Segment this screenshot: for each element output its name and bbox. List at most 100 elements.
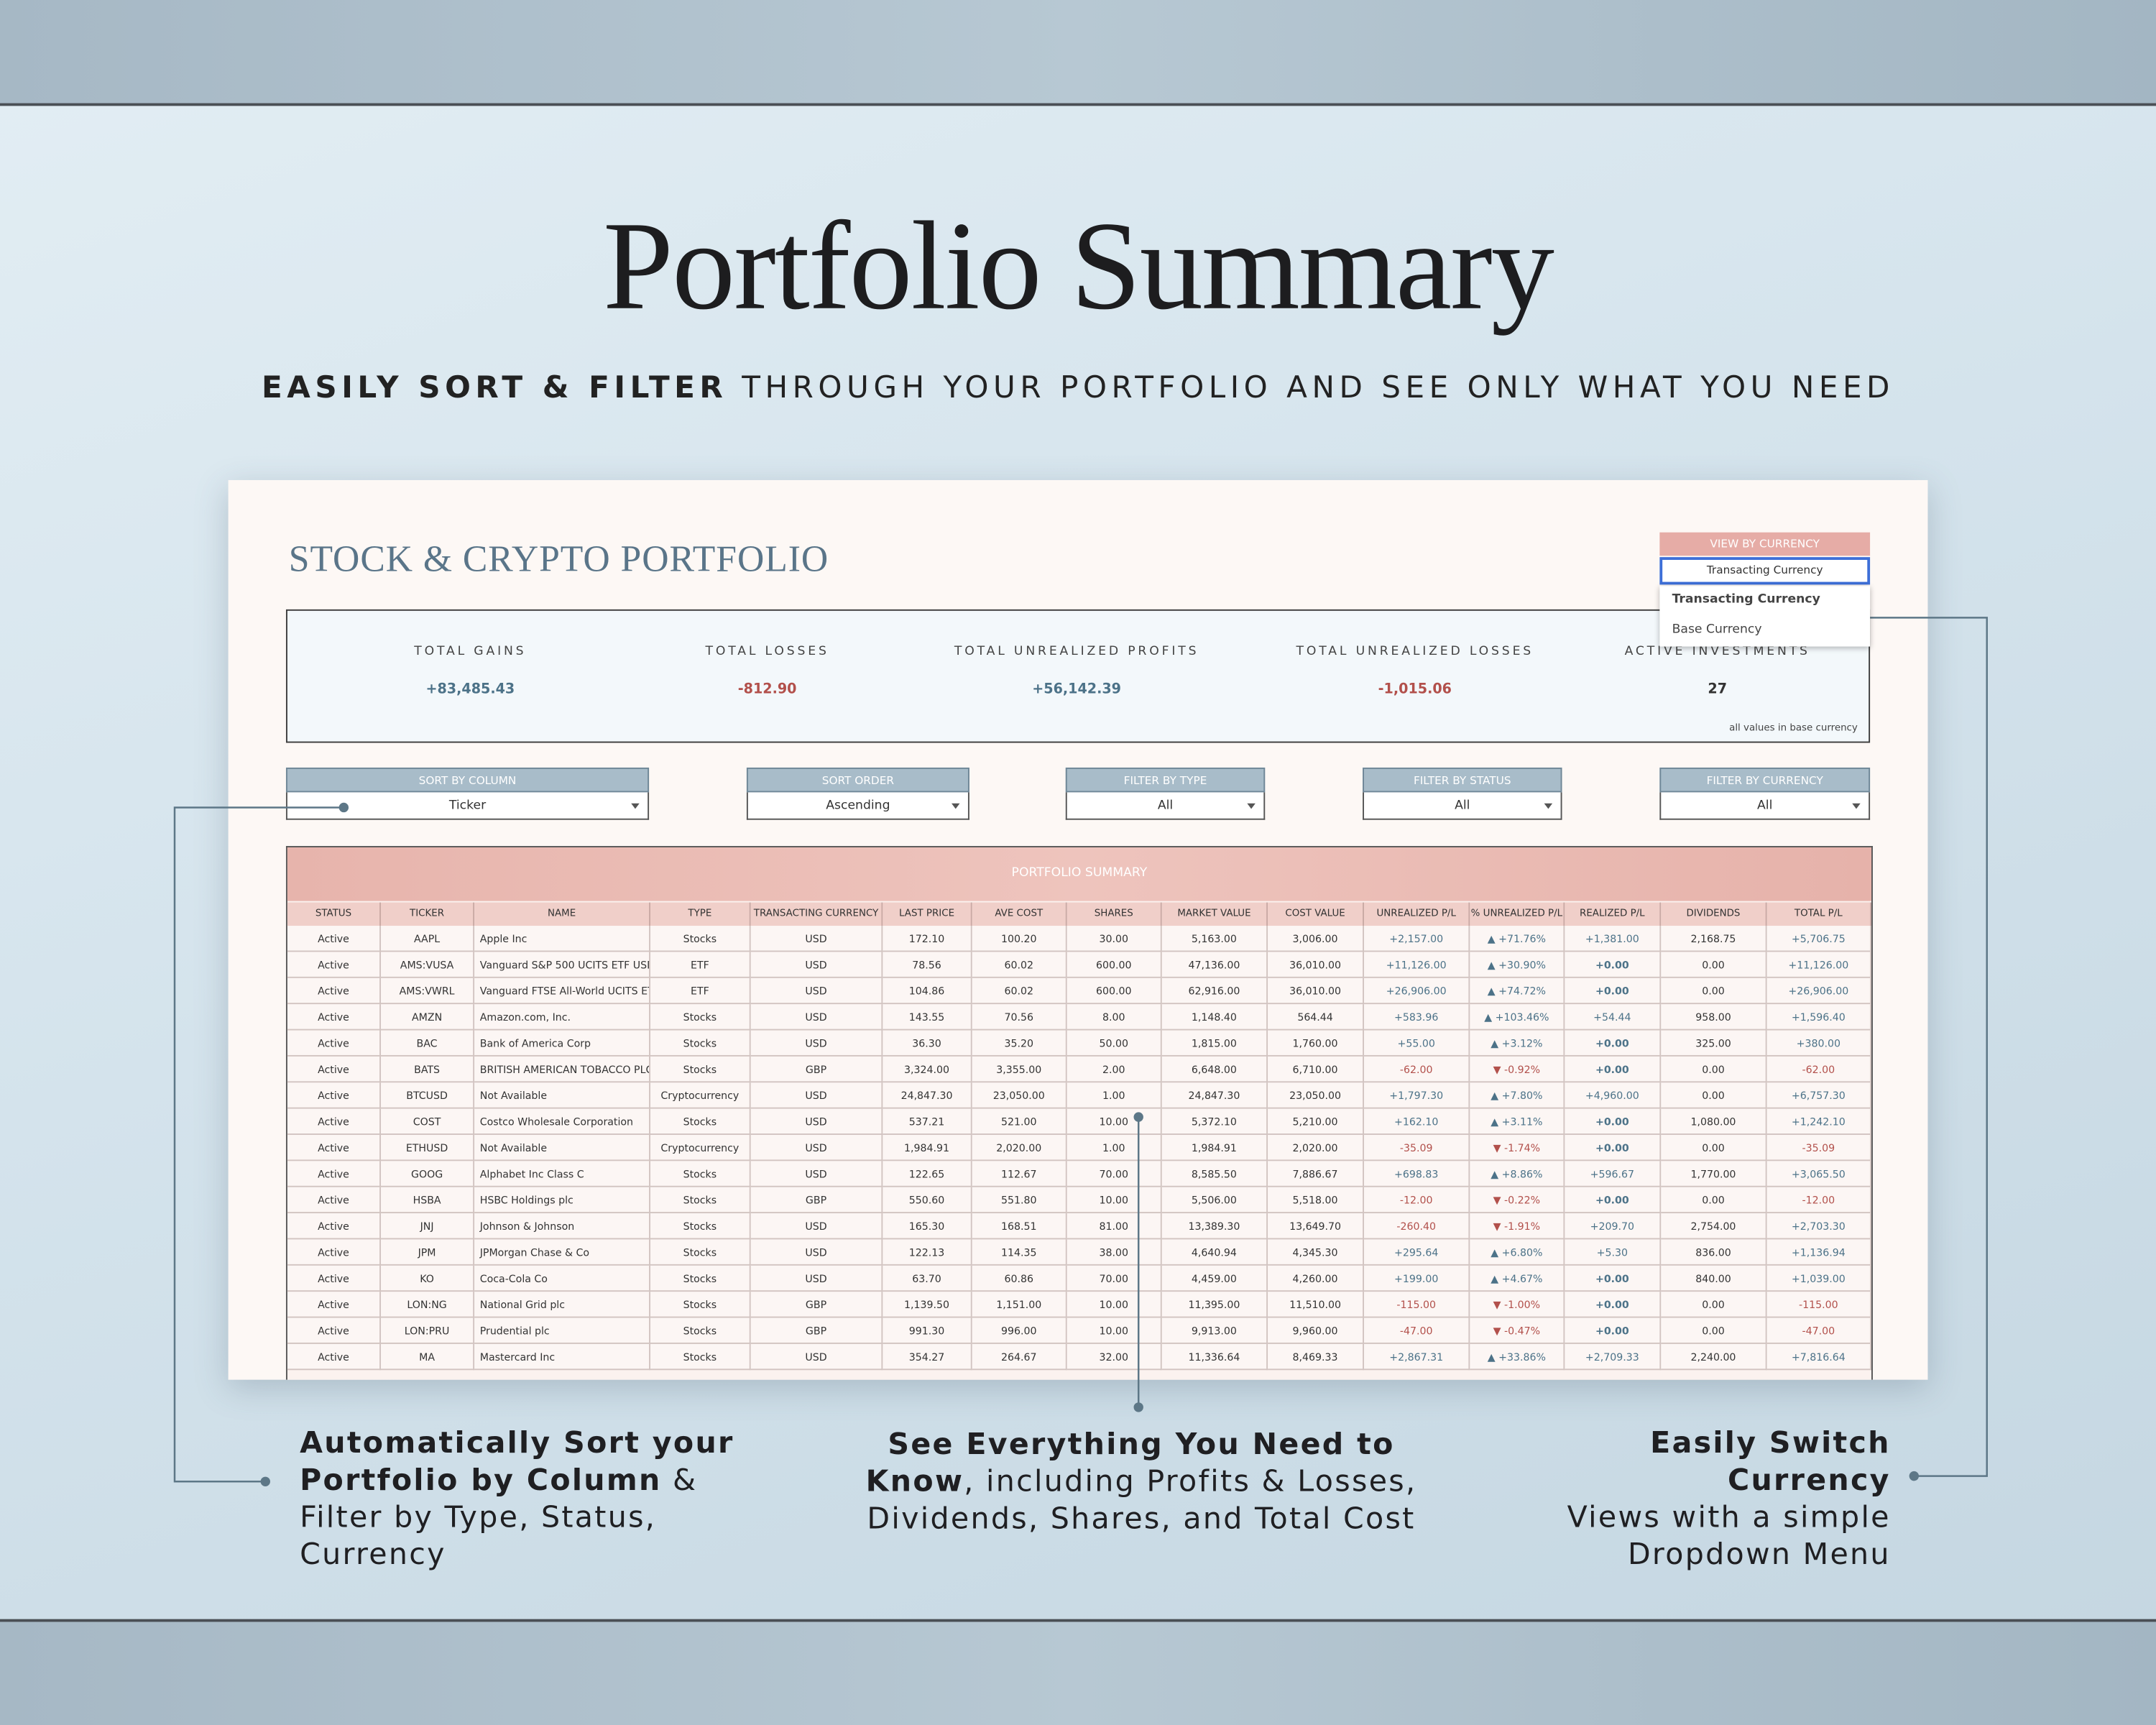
table-cell: 13,389.30 (1161, 1213, 1268, 1240)
column-header[interactable]: TICKER (380, 902, 475, 926)
callout: See Everything You Need to Know, includi… (852, 1427, 1430, 1538)
table-cell: 550.60 (883, 1187, 972, 1214)
table-cell: 11,336.64 (1161, 1343, 1268, 1371)
table-cell: ▼ -1.74% (1470, 1134, 1565, 1162)
currency-option[interactable]: Transacting Currency (1672, 592, 1820, 607)
column-header[interactable]: NAME (474, 902, 650, 926)
table-cell: +5,706.75 (1766, 926, 1872, 952)
table-cell: +583.96 (1363, 1004, 1470, 1031)
table-cell: AAPL (380, 926, 475, 952)
table-cell: +5.30 (1565, 1239, 1662, 1266)
column-header[interactable]: REALIZED P/L (1565, 902, 1662, 926)
sheet-title: STOCK & CRYPTO PORTFOLIO (288, 538, 829, 579)
table-cell: +2,157.00 (1363, 926, 1470, 952)
table-cell: 600.00 (1067, 978, 1162, 1005)
table-cell: 5,506.00 (1161, 1187, 1268, 1214)
filter-dropdown[interactable]: All (1659, 792, 1871, 820)
column-header[interactable]: TOTAL P/L (1766, 902, 1872, 926)
table-cell: +11,126.00 (1363, 952, 1470, 978)
table-cell: Bank of America Corp (474, 1030, 650, 1057)
table-cell: 35.20 (972, 1030, 1067, 1057)
table-cell: ▼ -0.22% (1470, 1187, 1565, 1214)
column-header[interactable]: TRANSACTING CURRENCY (750, 902, 883, 926)
table-cell: +0.00 (1565, 1317, 1662, 1344)
table-cell: +55.00 (1363, 1030, 1470, 1057)
table-cell: 23,050.00 (1268, 1082, 1364, 1109)
column-header[interactable]: % UNREALIZED P/L (1470, 902, 1565, 926)
table-cell: Not Available (474, 1082, 650, 1109)
table-cell: 143.55 (883, 1004, 972, 1031)
table-cell: 6,648.00 (1161, 1056, 1268, 1083)
subtitle: EASILY SORT & FILTER THROUGH YOUR PORTFO… (0, 372, 2156, 406)
table-cell: Active (287, 926, 381, 952)
table-cell: 264.67 (972, 1343, 1067, 1371)
table-cell: 36.30 (883, 1030, 972, 1057)
table-cell: Active (287, 1030, 381, 1057)
table-cell: 78.56 (883, 952, 972, 978)
filter-dropdown[interactable]: Ascending (746, 792, 969, 820)
summary-label: TOTAL LOSSES (705, 645, 829, 659)
table-cell: Stocks (650, 1292, 751, 1318)
column-header[interactable]: DIVIDENDS (1661, 902, 1767, 926)
currency-option[interactable]: Base Currency (1672, 622, 1762, 638)
table-cell: +209.70 (1565, 1213, 1662, 1240)
currency-select[interactable]: Transacting Currency (1659, 557, 1871, 585)
table-cell: Not Available (474, 1134, 650, 1162)
filter-label: SORT ORDER (746, 767, 969, 793)
column-header[interactable]: COST VALUE (1268, 902, 1364, 926)
table-cell: 1,148.40 (1161, 1004, 1268, 1031)
table-cell: -260.40 (1363, 1213, 1470, 1240)
table-cell: Active (287, 1239, 381, 1266)
table-cell: 50.00 (1067, 1030, 1162, 1057)
table-cell: 836.00 (1661, 1239, 1767, 1266)
table-cell: Active (287, 1056, 381, 1083)
table-cell: ▲ +103.46% (1470, 1004, 1565, 1031)
table-cell: Mastercard Inc (474, 1343, 650, 1371)
table-cell: +1,039.00 (1766, 1265, 1872, 1292)
table-cell: 10.00 (1067, 1292, 1162, 1318)
table-cell: LON:PRU (380, 1317, 475, 1344)
table-cell: 2,754.00 (1661, 1213, 1767, 1240)
table-cell: 0.00 (1661, 1056, 1767, 1083)
table-cell: 354.27 (883, 1343, 972, 1371)
table-cell: 551.80 (972, 1187, 1067, 1214)
table-title: PORTFOLIO SUMMARY (287, 847, 1872, 901)
filter-dropdown[interactable]: All (1363, 792, 1562, 820)
column-header[interactable]: STATUS (287, 902, 381, 926)
table-cell: -12.00 (1363, 1187, 1470, 1214)
table-cell: Stocks (650, 1239, 751, 1266)
column-header[interactable]: LAST PRICE (883, 902, 972, 926)
table-cell: Active (287, 952, 381, 978)
table-cell: Prudential plc (474, 1317, 650, 1344)
table-cell: 0.00 (1661, 952, 1767, 978)
column-header[interactable]: UNREALIZED P/L (1363, 902, 1470, 926)
table-cell: KO (380, 1265, 475, 1292)
table-cell: +380.00 (1766, 1030, 1872, 1057)
table-cell: USD (750, 1134, 883, 1162)
table-cell: +2,703.30 (1766, 1213, 1872, 1240)
table-cell: 600.00 (1067, 952, 1162, 978)
table-cell: COST (380, 1108, 475, 1135)
column-header[interactable]: MARKET VALUE (1161, 902, 1268, 926)
column-header[interactable]: TYPE (650, 902, 751, 926)
summary-box: all values in base currency TOTAL GAINS +… (285, 609, 1871, 743)
table-cell: ▼ -1.91% (1470, 1213, 1565, 1240)
table-cell: ▲ +6.80% (1470, 1239, 1565, 1266)
table-cell: -62.00 (1766, 1056, 1872, 1083)
table-cell: +0.00 (1565, 1265, 1662, 1292)
table-cell: +2,709.33 (1565, 1343, 1662, 1371)
table-cell: USD (750, 1161, 883, 1187)
page-title: Portfolio Summary (603, 195, 1554, 336)
column-header[interactable]: SHARES (1067, 902, 1162, 926)
filter-dropdown[interactable]: All (1065, 792, 1266, 820)
table-cell: ▼ -1.00% (1470, 1292, 1565, 1318)
table-cell: Cryptocurrency (650, 1082, 751, 1109)
column-header[interactable]: AVE COST (972, 902, 1067, 926)
table-cell: 0.00 (1661, 978, 1767, 1005)
table-cell: ▲ +3.11% (1470, 1108, 1565, 1135)
spreadsheet: STOCK & CRYPTO PORTFOLIO VIEW BY CURRENC… (228, 479, 1928, 1380)
table-cell: 2,240.00 (1661, 1343, 1767, 1371)
table-cell: 2,020.00 (1268, 1134, 1364, 1162)
summary-label: ACTIVE INVESTMENTS (1624, 645, 1810, 659)
table-cell: Coca-Cola Co (474, 1265, 650, 1292)
